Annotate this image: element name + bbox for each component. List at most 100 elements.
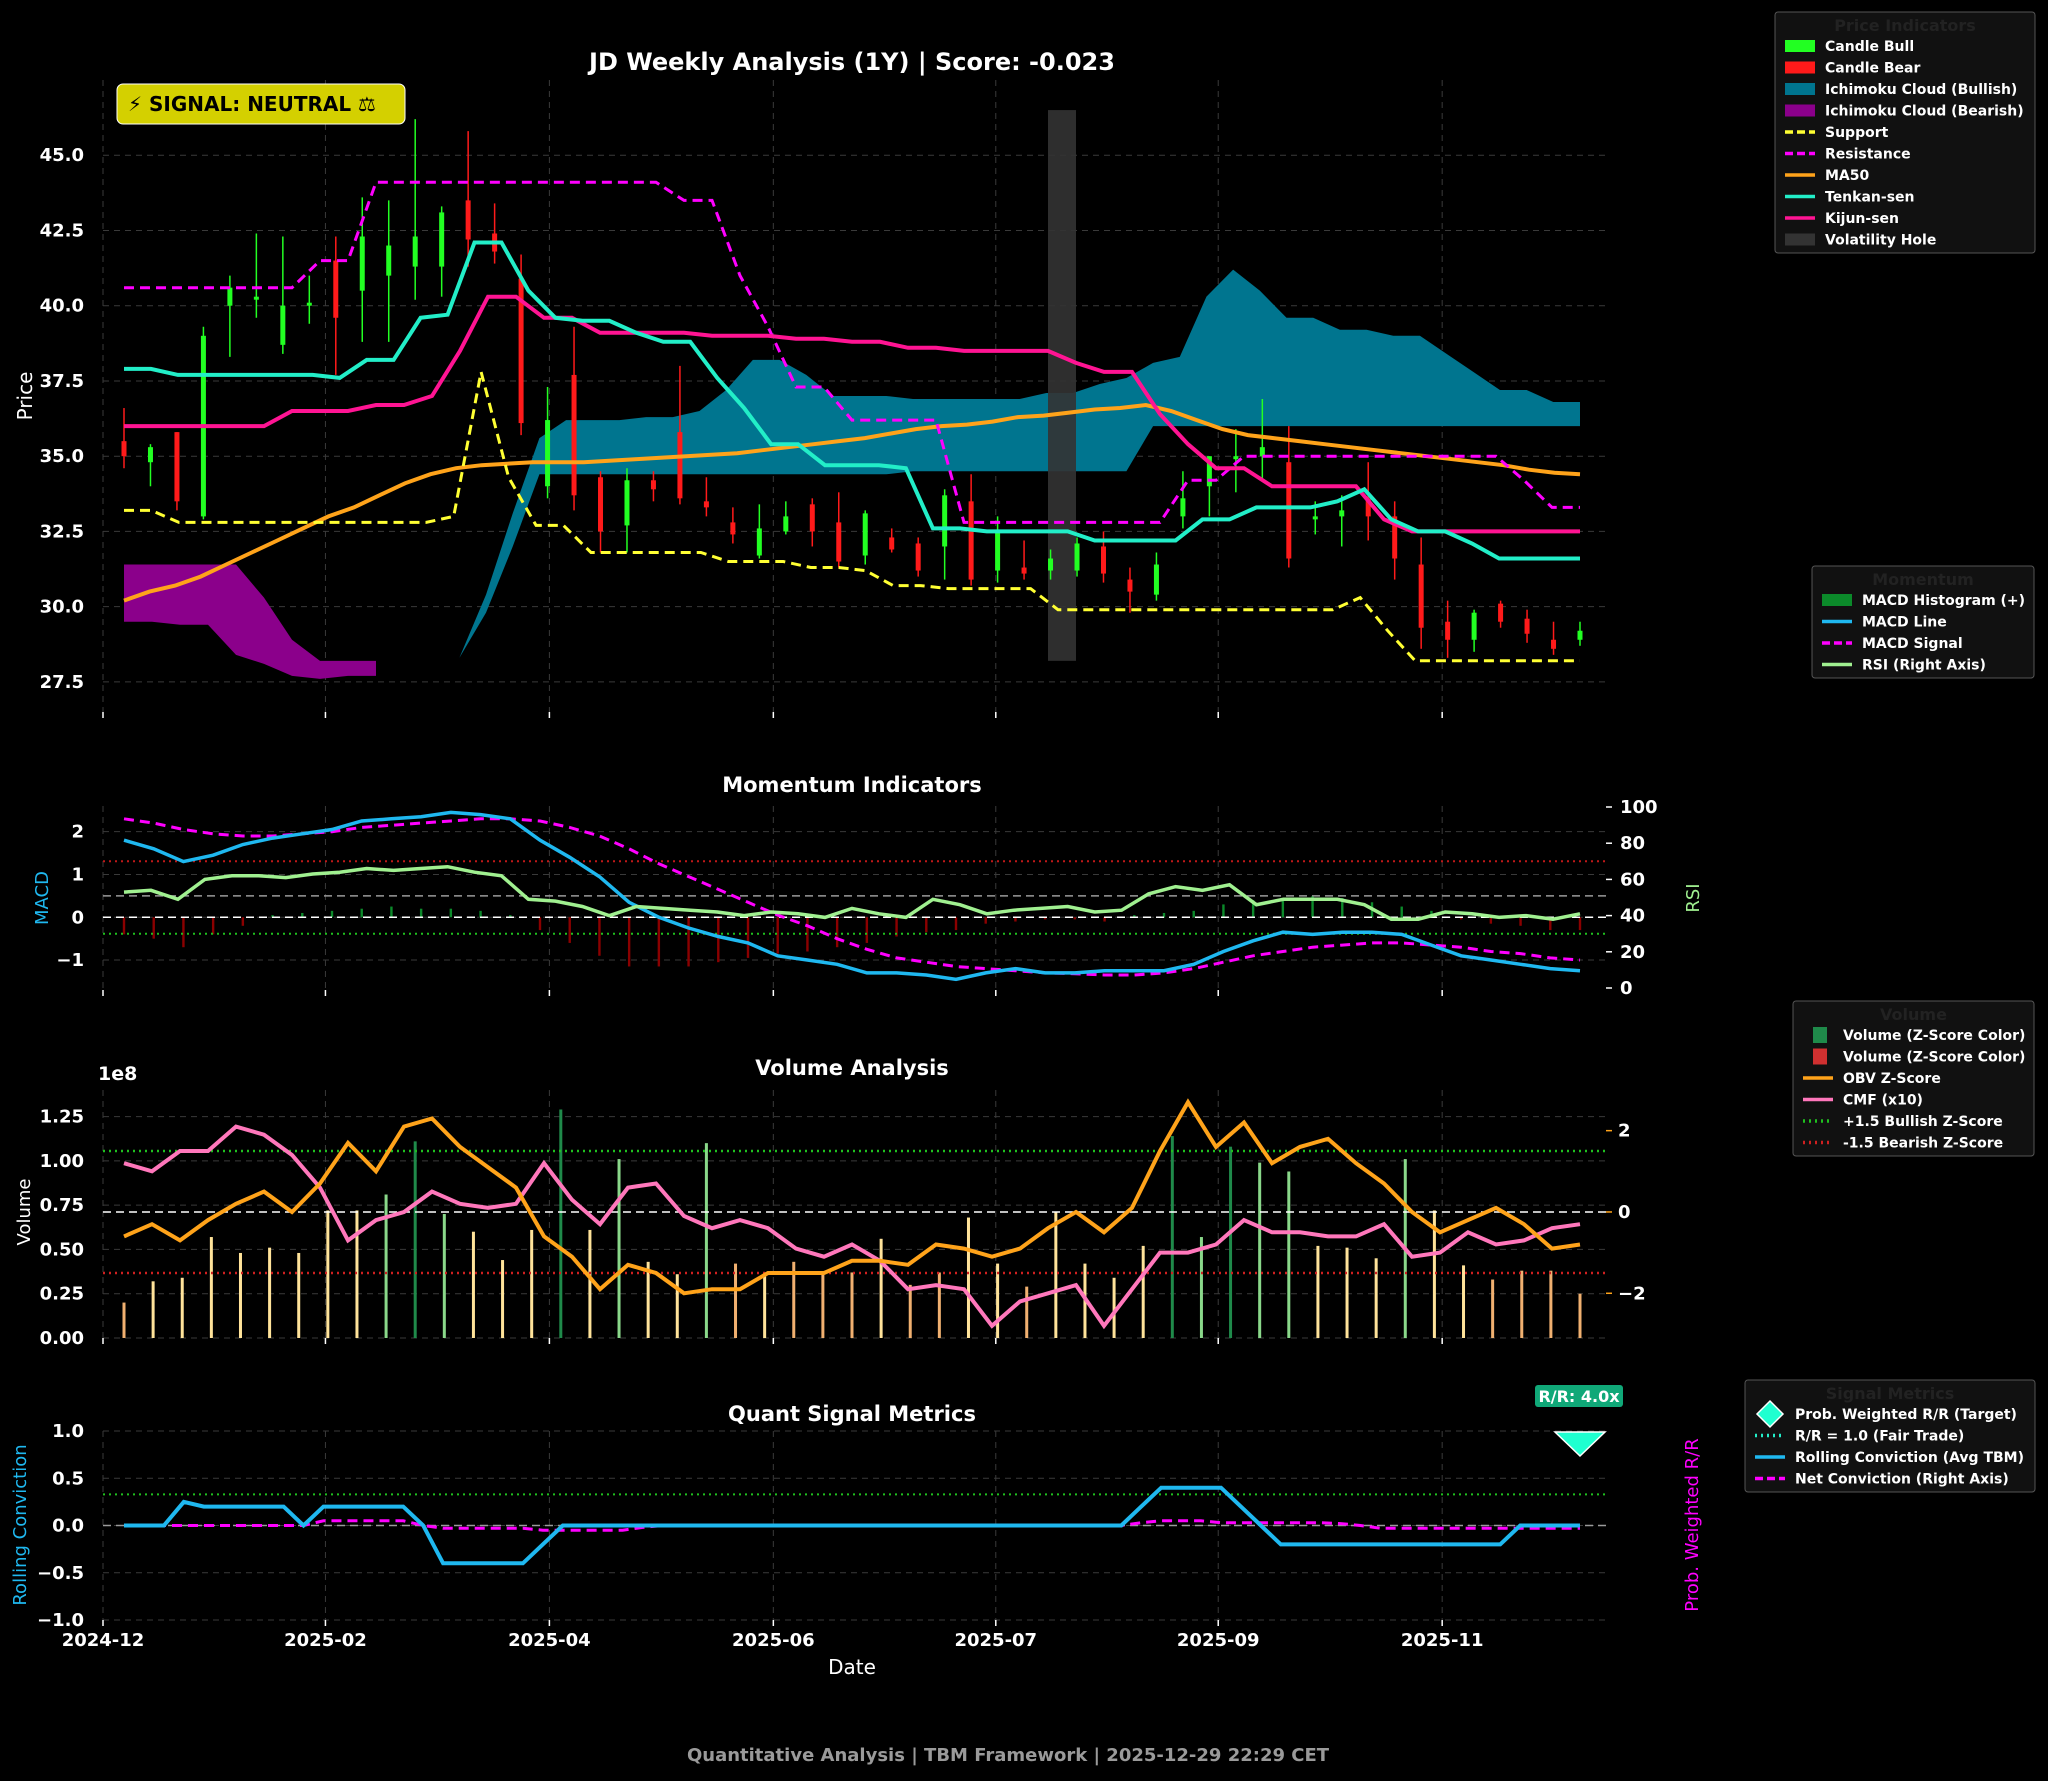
candle-bear bbox=[730, 522, 736, 535]
candle-bear bbox=[968, 501, 974, 580]
support-line bbox=[124, 371, 1580, 663]
candle-bull bbox=[756, 528, 762, 556]
y-tick-label: 37.5 bbox=[40, 371, 84, 392]
x-tick-label: 2025-09 bbox=[1177, 1630, 1260, 1651]
macd-histogram-bar bbox=[954, 917, 958, 931]
candle-bear bbox=[809, 504, 815, 532]
volume-bar bbox=[734, 1263, 738, 1338]
candle-bull bbox=[253, 296, 259, 300]
candle-bull bbox=[1471, 612, 1477, 640]
candle-bull bbox=[862, 513, 868, 556]
legend-swatch bbox=[1785, 61, 1815, 74]
volume-bar bbox=[1170, 1136, 1174, 1338]
macd-histogram-bar bbox=[182, 917, 185, 948]
candle-bull bbox=[147, 447, 153, 463]
candle-bull bbox=[412, 236, 418, 267]
macd-histogram-bar bbox=[1222, 904, 1225, 918]
volume-bar bbox=[763, 1272, 767, 1338]
rr-label-box bbox=[1535, 1385, 1623, 1407]
legend-swatch bbox=[1785, 104, 1815, 117]
macd-histogram-bar bbox=[390, 906, 393, 918]
macd-histogram-bar bbox=[419, 908, 423, 918]
volume-bar bbox=[1112, 1277, 1116, 1338]
volume-bar bbox=[1374, 1258, 1378, 1338]
candle-bear bbox=[571, 374, 577, 496]
legend-item-label: R/R = 1.0 (Fair Trade) bbox=[1795, 1429, 1964, 1445]
candle-bull bbox=[306, 302, 312, 306]
macd-histogram-bar bbox=[1133, 915, 1136, 918]
y2-tick-label: 20 bbox=[1620, 942, 1645, 963]
candle-bear bbox=[121, 441, 127, 457]
macd-histogram-bar bbox=[627, 917, 631, 967]
y-tick-label: 1.00 bbox=[40, 1151, 84, 1172]
y2-tick-label: 2 bbox=[1618, 1121, 1631, 1142]
volume-bar bbox=[1462, 1265, 1466, 1338]
y-tick-label: 0.75 bbox=[40, 1195, 84, 1216]
volume-bar bbox=[646, 1261, 650, 1338]
macd-histogram-bar bbox=[865, 917, 869, 943]
rolling-conviction-line bbox=[124, 1485, 1580, 1566]
volume-panel: Volume Analysis 1e8 0.00 0.25 0.50 0.75 1.00 1.… bbox=[14, 1056, 1646, 1349]
volume-bar bbox=[1287, 1171, 1291, 1338]
rr-label: R/R: 4.0x bbox=[1538, 1387, 1620, 1406]
legend-item-label: Kijun-sen bbox=[1825, 211, 1899, 227]
y-tick-label: 1 bbox=[71, 864, 84, 885]
y2-tick-label: −2 bbox=[1618, 1283, 1646, 1304]
y-tick-label: 0 bbox=[71, 907, 84, 928]
signal-badge-box bbox=[116, 83, 406, 125]
legend-swatch bbox=[1813, 1027, 1827, 1043]
candle-bear bbox=[1392, 516, 1398, 559]
y-tick-label: 0.50 bbox=[40, 1239, 84, 1260]
y-tick-label: 45.0 bbox=[40, 145, 84, 166]
panel-title: Volume Analysis bbox=[755, 1056, 949, 1080]
volume-bar bbox=[442, 1214, 446, 1338]
macd-histogram-bar bbox=[301, 912, 304, 918]
volume-bar bbox=[209, 1237, 213, 1338]
macd-histogram-bar bbox=[509, 915, 512, 918]
legend-item-label: Candle Bull bbox=[1825, 39, 1914, 55]
ichimoku-cloud-bearish bbox=[124, 564, 376, 679]
volume-bar bbox=[1258, 1162, 1262, 1338]
volume-bar bbox=[996, 1263, 1000, 1338]
candle-bear bbox=[1498, 603, 1504, 622]
y2-tick-label: 100 bbox=[1620, 797, 1658, 818]
volume-bar bbox=[1520, 1270, 1524, 1338]
x-tick-label: 2025-07 bbox=[954, 1630, 1037, 1651]
volume-bar bbox=[1199, 1237, 1203, 1338]
candle-bear bbox=[518, 278, 524, 424]
macd-histogram-bar bbox=[152, 917, 155, 939]
legend-volume-box bbox=[1792, 1000, 2035, 1157]
legend-item-label: -1.5 Bearish Z-Score bbox=[1843, 1136, 2003, 1152]
volume-bar bbox=[1578, 1293, 1582, 1338]
y-tick-label: 0.5 bbox=[52, 1468, 84, 1489]
legend-item-label: RSI (Right Axis) bbox=[1862, 658, 1986, 674]
legend-swatch bbox=[1785, 83, 1815, 95]
y-axis-label: Volume bbox=[14, 1179, 35, 1246]
macd-histogram-bar bbox=[1103, 917, 1106, 922]
volume-bar bbox=[588, 1229, 592, 1338]
legend-item-label: Volume (Z-Score Color) bbox=[1843, 1050, 2025, 1066]
obv-zscore-line bbox=[123, 1098, 1581, 1296]
candle-bear bbox=[1445, 621, 1451, 640]
volume-bar bbox=[617, 1159, 621, 1338]
candle-bear bbox=[677, 432, 683, 499]
y-tick-label: 35.0 bbox=[40, 446, 84, 467]
macd-histogram-bar bbox=[330, 910, 334, 918]
candle-bull bbox=[280, 305, 286, 345]
macd-histogram-bar bbox=[1251, 900, 1255, 918]
candle-bear bbox=[333, 260, 339, 318]
volume-bar bbox=[355, 1210, 359, 1338]
candle-bull bbox=[1153, 564, 1159, 595]
volume-bar bbox=[297, 1252, 301, 1338]
signal-panel: Quant Signal Metrics −1.0 −0.5 0.0 0.5 1.0 202… bbox=[10, 1385, 1703, 1651]
x-tick-label: 2025-06 bbox=[732, 1630, 815, 1651]
macd-line bbox=[123, 810, 1581, 982]
legends: Price Indicators Candle Bull Candle Bear Ic… bbox=[1744, 11, 2036, 1493]
legend-price-box bbox=[1774, 11, 2036, 254]
volume-bar bbox=[1345, 1247, 1349, 1338]
volume-bar bbox=[413, 1141, 417, 1338]
signal-badge: ⚡ SIGNAL: NEUTRAL ⚖ bbox=[128, 92, 376, 116]
macd-histogram-bar bbox=[925, 917, 928, 933]
candle-bull bbox=[1180, 498, 1186, 517]
